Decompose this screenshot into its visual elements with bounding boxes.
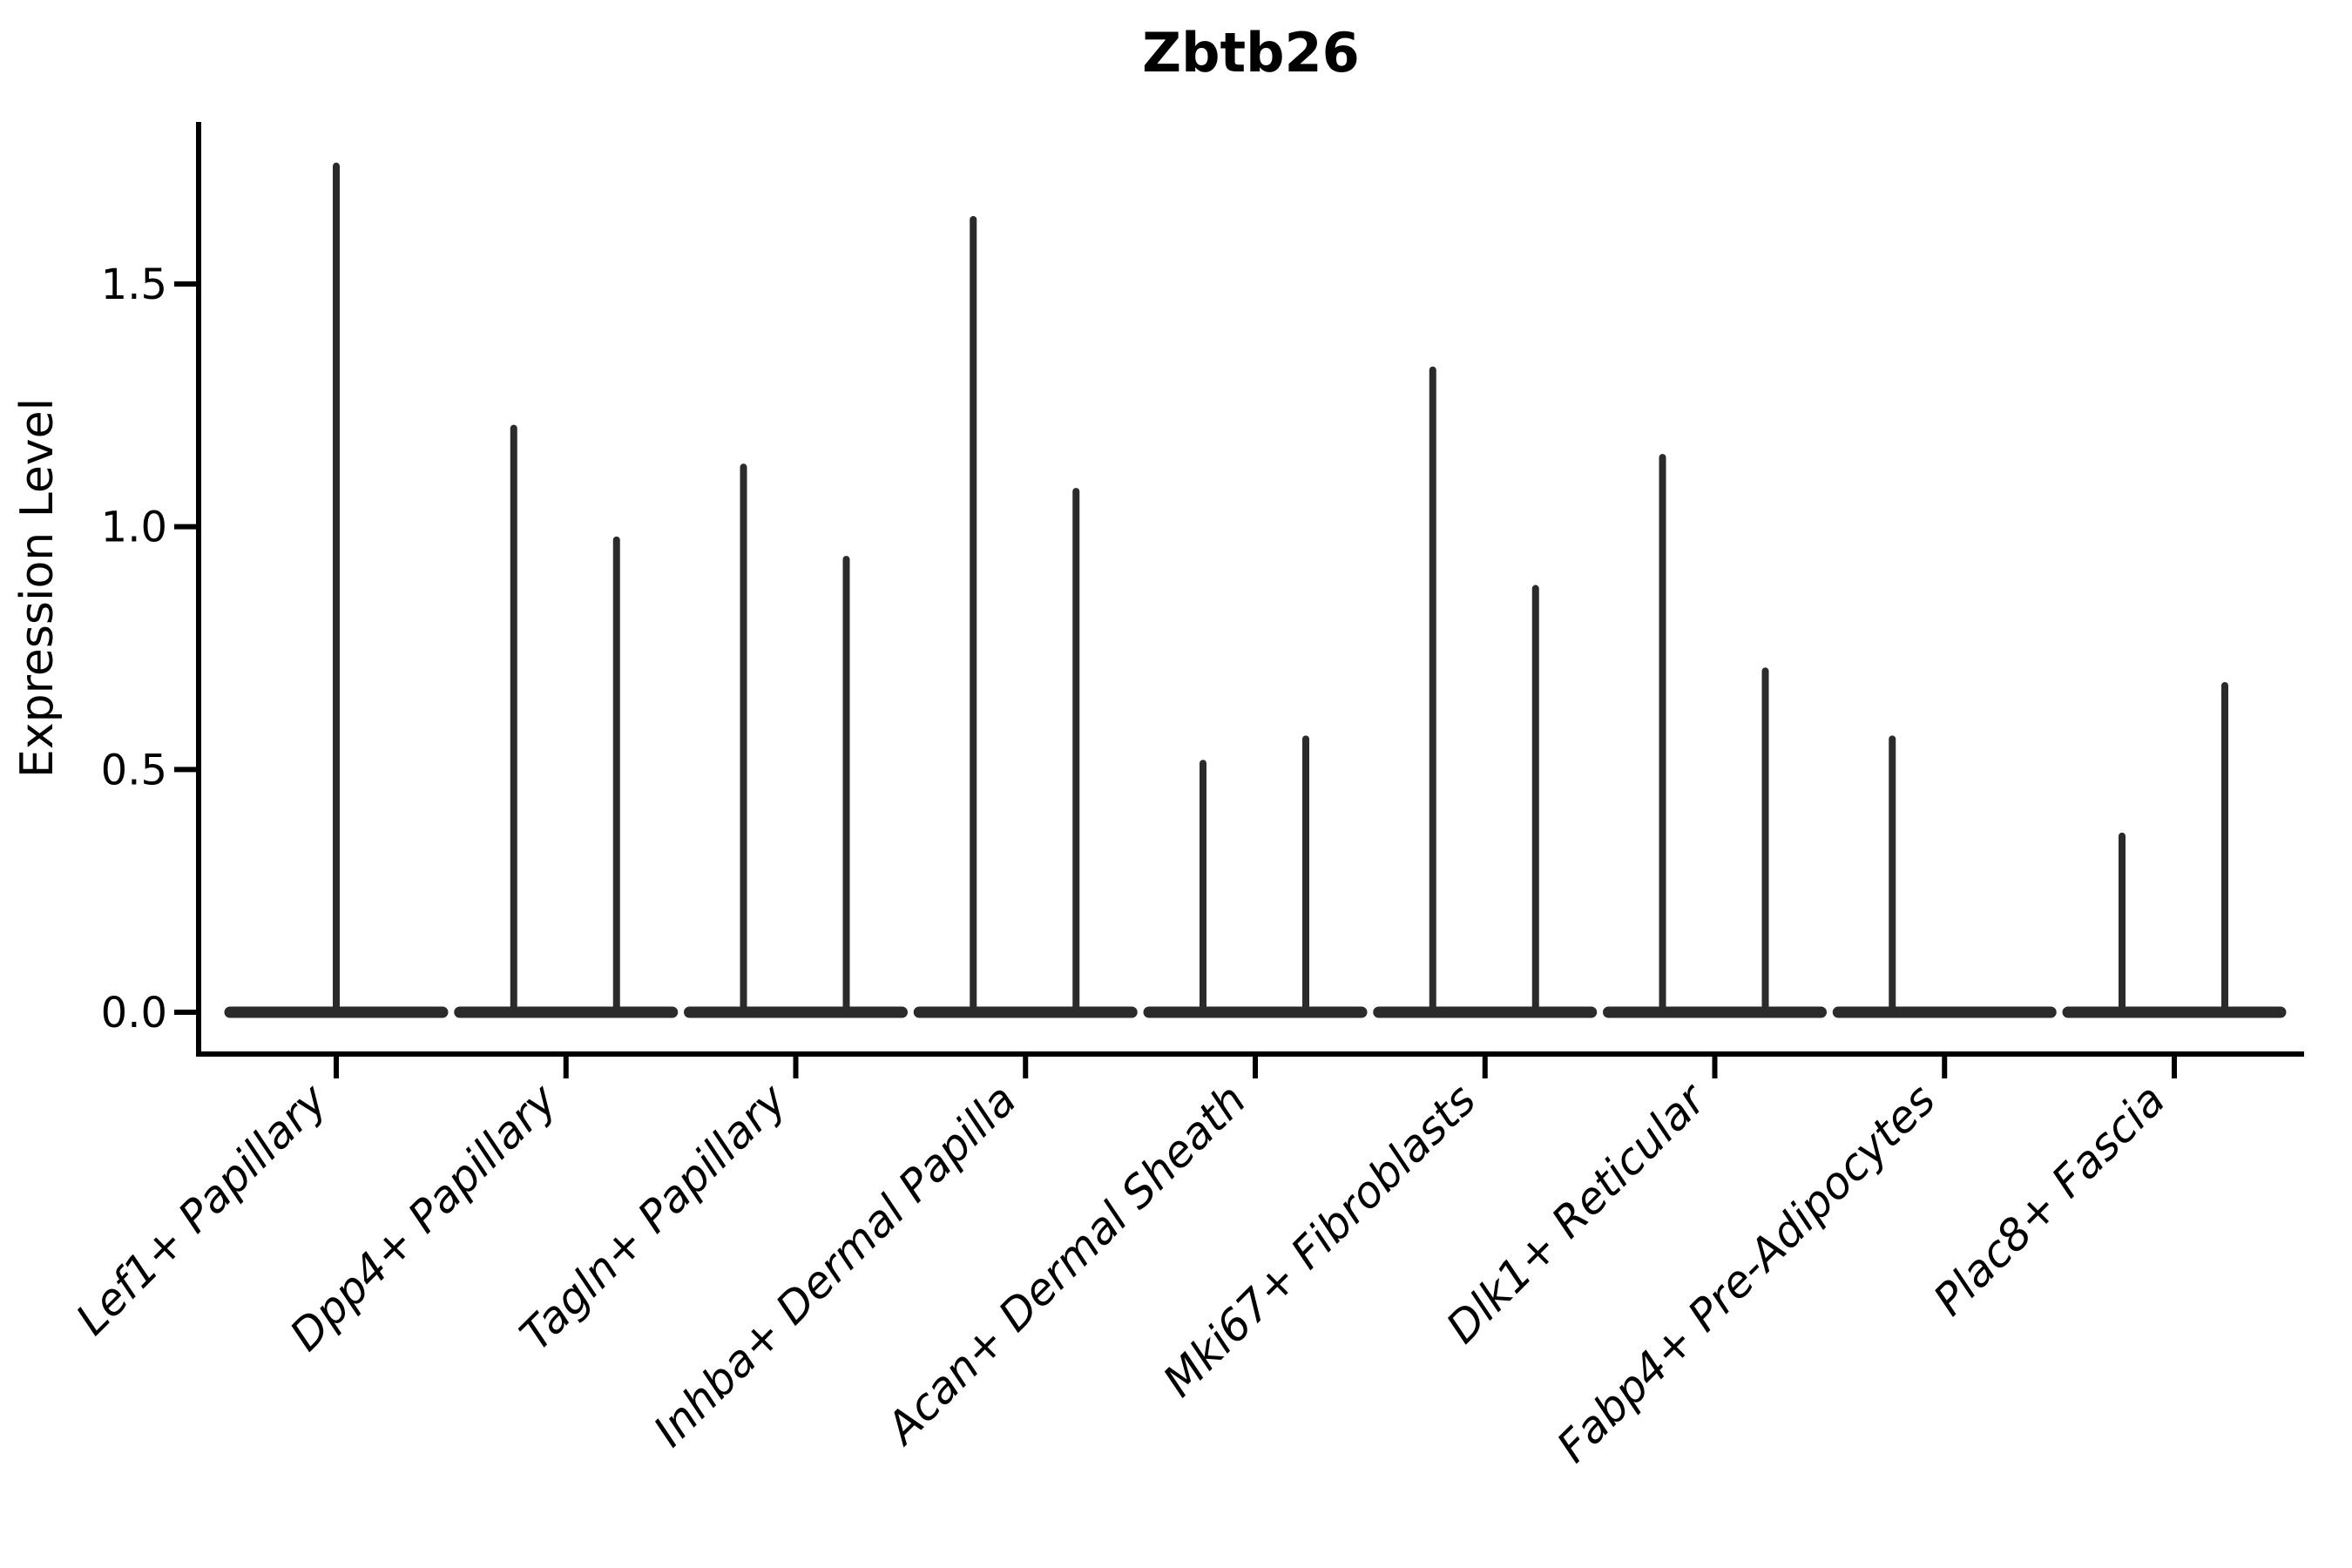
y-tick-label: 1.0: [101, 504, 167, 552]
y-tick-label: 1.5: [101, 260, 167, 309]
violins-layer: [224, 162, 2287, 1018]
chart-title: Zbtb26: [1142, 21, 1360, 84]
x-tick-label: Plac8+ Fascia: [1924, 1074, 2175, 1325]
x-tick-label: Inhba+ Dermal Papilla: [644, 1074, 1025, 1456]
y-tick-label: 0.5: [101, 746, 167, 794]
y-tick-label: 0.0: [101, 989, 167, 1037]
x-tick-label: Lef1+ Papillary: [66, 1073, 337, 1344]
y-axis-label: Expression Level: [11, 398, 64, 778]
x-tick-label: Fabp4+ Pre-Adipocytes: [1547, 1074, 1945, 1472]
